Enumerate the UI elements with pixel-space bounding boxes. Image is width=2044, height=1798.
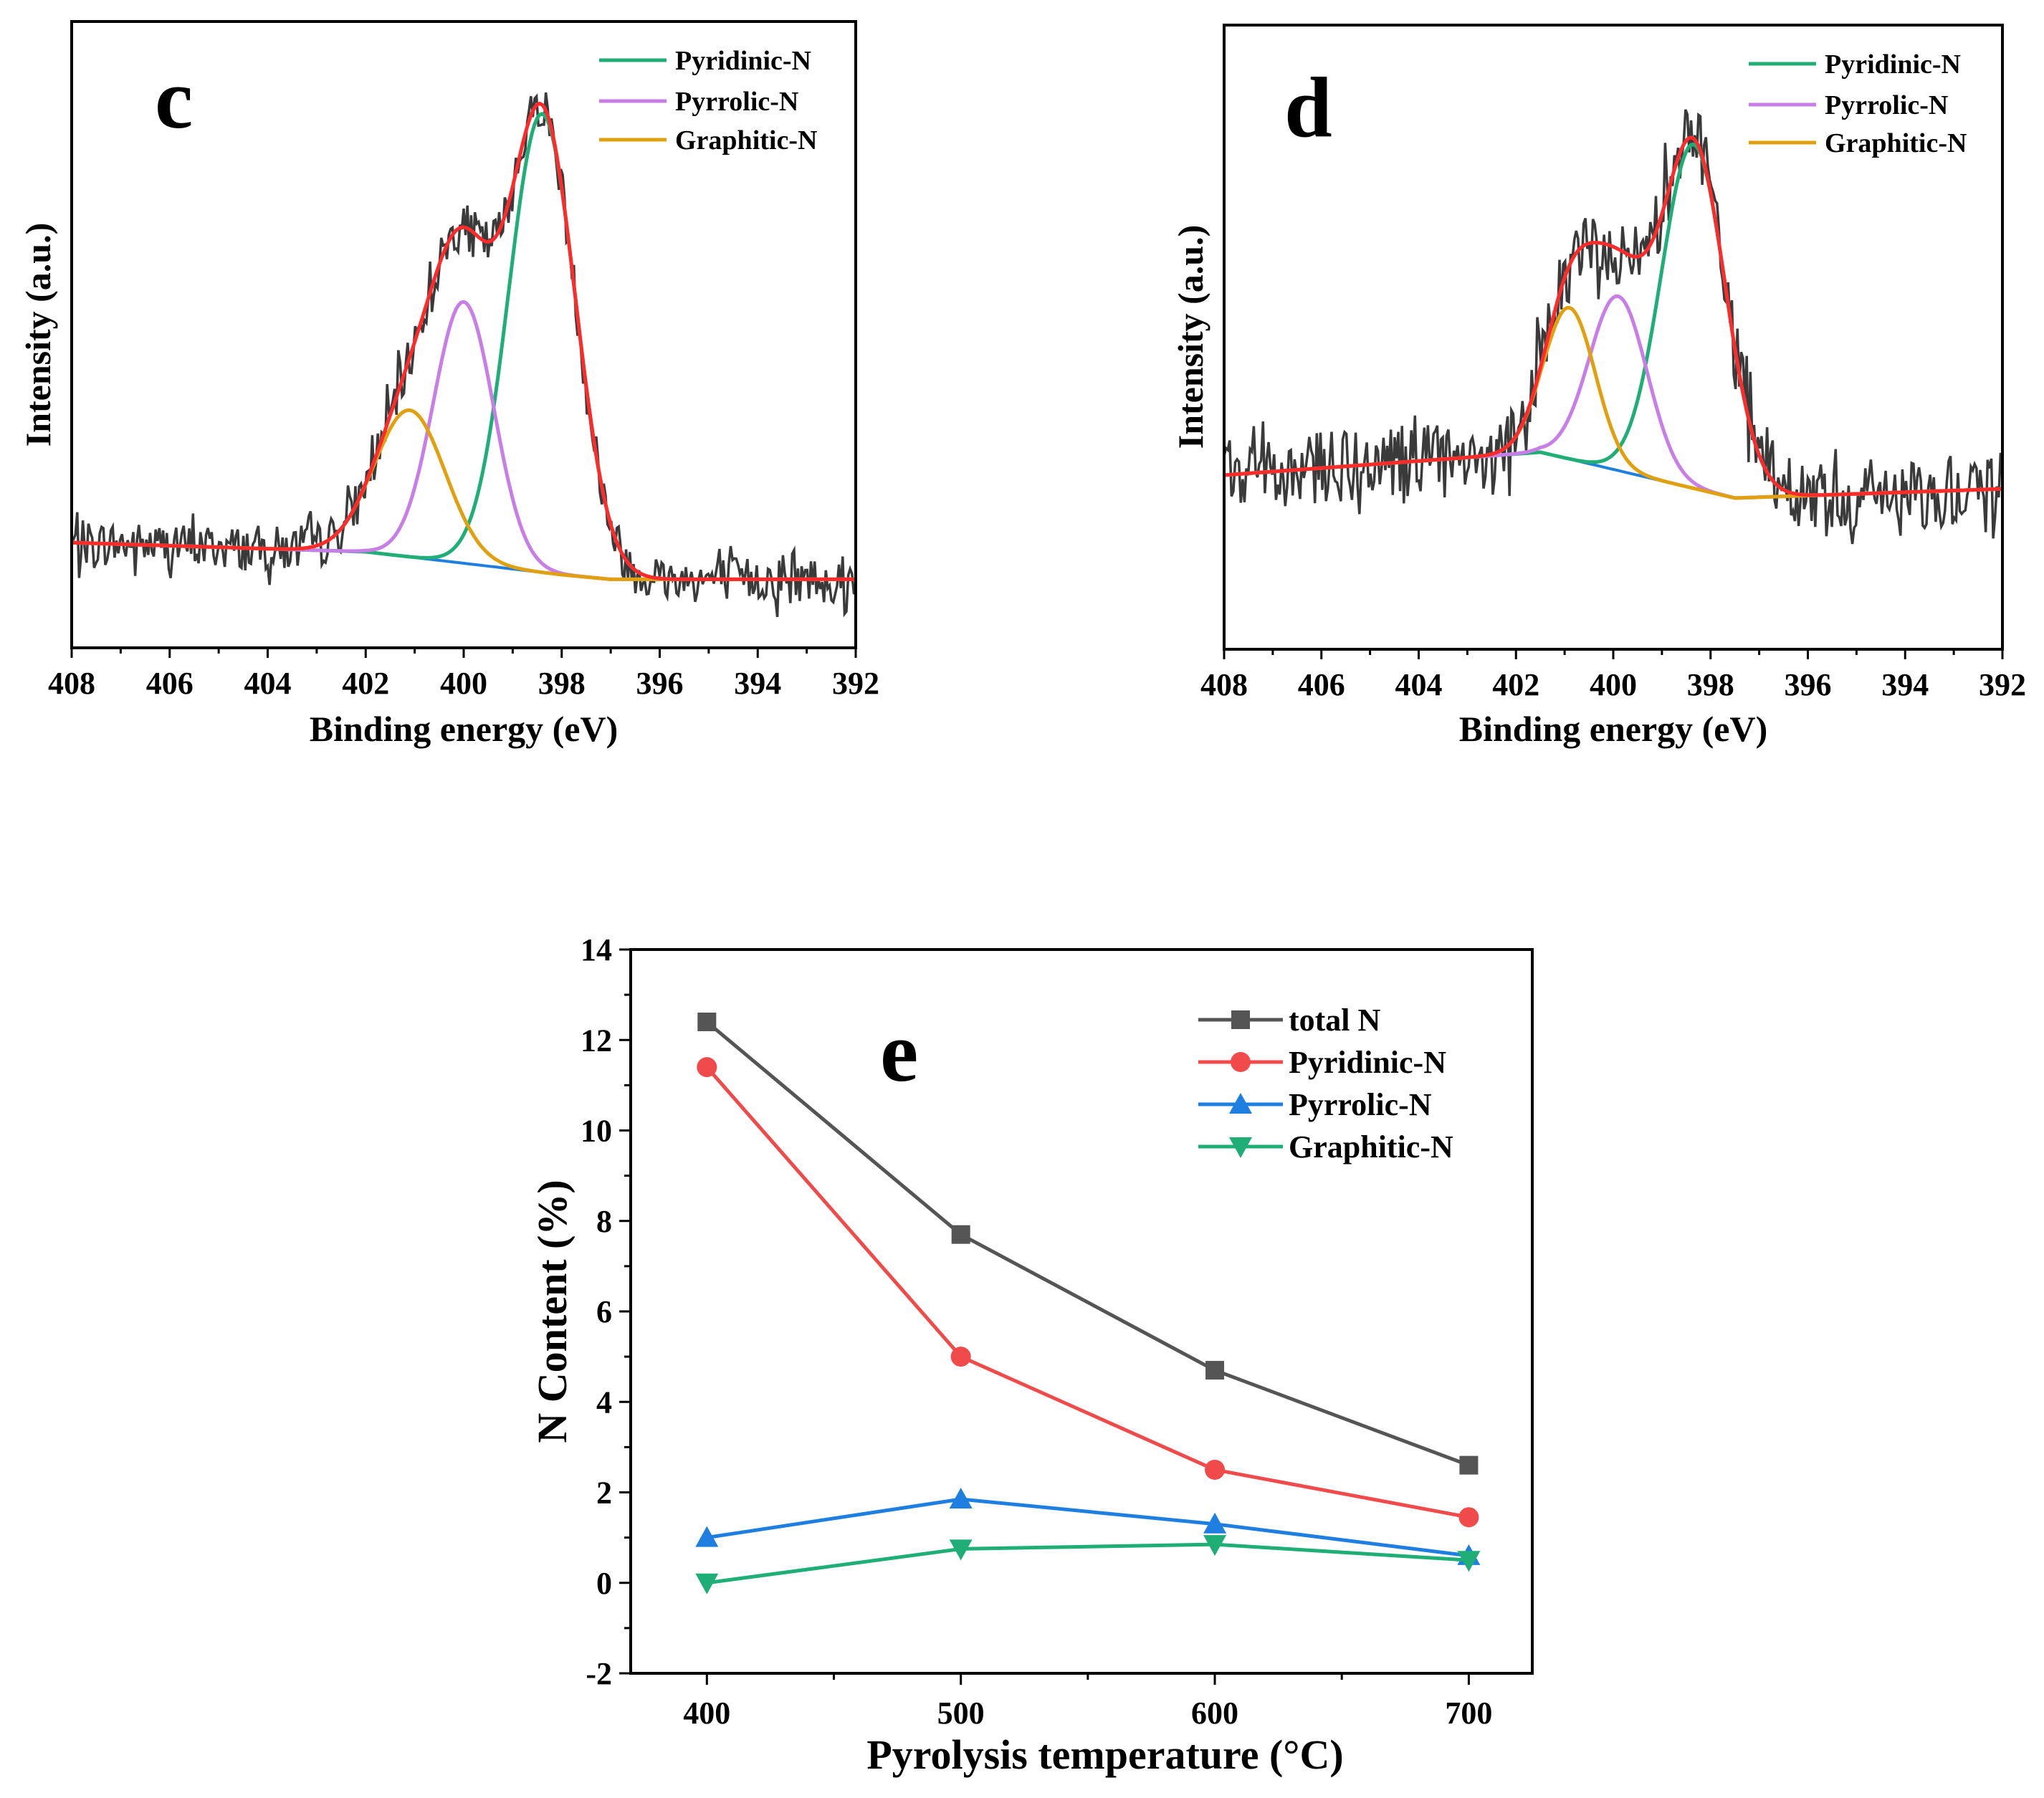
- y-tick-label: 4: [596, 1385, 612, 1420]
- y-tick-label: 14: [581, 932, 612, 967]
- x-tick-label: 404: [1395, 667, 1443, 702]
- e-panel-label: e: [880, 1004, 918, 1099]
- total-n-data-point: [1459, 1455, 1479, 1475]
- total-n-series-line: [705, 1020, 1470, 1467]
- pyrrolic-n-legend-label: Pyrrolic-N: [1289, 1087, 1432, 1122]
- pyrrolic-n-data-point: [695, 1526, 719, 1547]
- x-tick-label: 400: [683, 1696, 730, 1731]
- raw-spectrum-line: [1224, 109, 2002, 545]
- x-tick-label: 396: [1785, 667, 1832, 702]
- pyridinic-n-data-point: [1205, 1459, 1226, 1480]
- c-plot-area: [72, 92, 856, 618]
- x-tick-label: 392: [1979, 667, 2026, 702]
- panel-e: -2 0 2 4 6 8 10 12 14 400 500 600 700 e Pyrolysis te…: [529, 932, 1534, 1778]
- y-tick-label: 8: [596, 1204, 612, 1239]
- x-tick-label: 700: [1445, 1696, 1492, 1731]
- x-tick-label: 394: [734, 666, 781, 701]
- x-tick-label: 398: [1687, 667, 1734, 702]
- pyridinic-n-legend-marker: [1231, 1052, 1251, 1072]
- d-legend: Pyridinic-N Pyrrolic-N Graphitic-N: [1749, 49, 1967, 158]
- c-legend-label-graphitic: Graphitic-N: [675, 125, 817, 156]
- e-ticks: -2 0 2 4 6 8 10 12 14 400 500 600 700: [581, 932, 1492, 1731]
- e-legend: total N Pyridinic-N Pyrrolic-N Graphitic-N: [1198, 1003, 1453, 1165]
- envelope-fit-line: [1224, 135, 2002, 497]
- x-tick-label: 400: [440, 666, 487, 701]
- x-tick-label: 408: [48, 666, 95, 701]
- c-legend-label-pyridinic: Pyridinic-N: [675, 46, 811, 76]
- x-tick-label: 600: [1191, 1696, 1238, 1731]
- y-tick-label: 0: [596, 1566, 612, 1601]
- x-tick-label: 500: [937, 1696, 985, 1731]
- pyridinic-n-data-point: [1458, 1507, 1479, 1528]
- d-y-axis-title: Intensity (a.u.): [1170, 225, 1210, 449]
- y-tick-label: -2: [586, 1656, 612, 1691]
- x-tick-label: 404: [244, 666, 292, 701]
- d-legend-label-pyridinic: Pyridinic-N: [1825, 49, 1961, 80]
- graphitic-npeak-line: [72, 408, 856, 581]
- c-panel-label: c: [155, 51, 193, 146]
- panel-c: 408 406 404 402 400 398 396 394 392 c Binding en…: [18, 20, 879, 749]
- x-tick-label: 394: [1881, 667, 1929, 702]
- graphitic-n-data-point: [1457, 1551, 1481, 1572]
- raw-spectrum-line: [72, 92, 856, 618]
- pyrrolic-n-series-line: [706, 1497, 1469, 1558]
- c-legend-label-pyrrolic: Pyrrolic-N: [675, 87, 798, 117]
- graphitic-n-legend-label: Graphitic-N: [1289, 1129, 1453, 1165]
- panel-d: 408 406 404 402 400 398 396 394 392 d Binding en…: [1170, 24, 2026, 749]
- e-x-axis-title: Pyrolysis temperature (°C): [866, 1731, 1343, 1778]
- e-plot-area: [695, 1013, 1481, 1594]
- y-tick-label: 10: [581, 1114, 612, 1149]
- y-tick-label: 12: [581, 1023, 612, 1058]
- d-x-ticks: 408 406 404 402 400 398 396 394 392: [1200, 649, 2026, 702]
- c-x-ticks: 408 406 404 402 400 398 396 394 392: [48, 648, 879, 701]
- pyrrolic-n-data-point: [1203, 1512, 1227, 1534]
- total-n-data-point: [951, 1225, 970, 1244]
- graphitic-n-data-point: [695, 1573, 719, 1594]
- d-x-axis-title: Binding energy (eV): [1459, 709, 1768, 749]
- total-n-data-point: [1205, 1361, 1225, 1380]
- envelope-fit-line: [72, 101, 856, 581]
- pyridinic-n-series-line: [705, 1066, 1469, 1519]
- y-tick-label: 6: [596, 1294, 612, 1329]
- pyridinic-npeak-line: [72, 112, 856, 581]
- x-tick-label: 396: [636, 666, 684, 701]
- pyridinic-npeak-line: [1224, 142, 2002, 497]
- pyridinic-n-data-point: [950, 1347, 971, 1367]
- d-plot-area: [1224, 109, 2002, 545]
- total-n-legend-label: total N: [1289, 1003, 1381, 1038]
- x-tick-label: 406: [1298, 667, 1345, 702]
- x-tick-label: 392: [832, 666, 879, 701]
- d-legend-label-graphitic: Graphitic-N: [1825, 128, 1967, 158]
- pyrrolic-n-data-point: [949, 1487, 973, 1508]
- graphitic-n-data-point: [1203, 1535, 1227, 1556]
- e-y-axis-title: N Content (%): [529, 1180, 576, 1443]
- graphitic-n-series-line: [706, 1542, 1469, 1585]
- total-n-legend-marker: [1231, 1010, 1250, 1029]
- c-x-axis-title: Binding energy (eV): [310, 709, 619, 749]
- x-tick-label: 398: [538, 666, 586, 701]
- c-legend: Pyridinic-N Pyrrolic-N Graphitic-N: [599, 46, 817, 156]
- pyridinic-n-legend-label: Pyridinic-N: [1289, 1045, 1446, 1080]
- total-n-data-point: [697, 1013, 717, 1031]
- x-tick-label: 408: [1200, 667, 1248, 702]
- graphitic-n-legend-marker: [1229, 1137, 1252, 1158]
- d-legend-label-pyrrolic: Pyrrolic-N: [1825, 90, 1948, 120]
- c-y-axis-title: Intensity (a.u.): [18, 223, 58, 447]
- d-panel-label: d: [1284, 59, 1332, 155]
- x-tick-label: 402: [342, 666, 389, 701]
- x-tick-label: 402: [1492, 667, 1539, 702]
- x-tick-label: 406: [146, 666, 194, 701]
- y-tick-label: 2: [596, 1476, 612, 1511]
- pyridinic-n-data-point: [697, 1057, 717, 1078]
- graphitic-n-data-point: [949, 1539, 973, 1561]
- pyrrolic-n-legend-marker: [1229, 1093, 1252, 1114]
- x-tick-label: 400: [1590, 667, 1637, 702]
